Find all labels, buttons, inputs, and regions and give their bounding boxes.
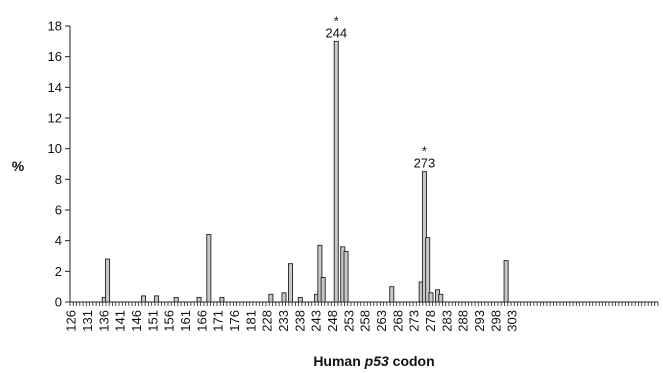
x-tick-label: 278 [423, 310, 438, 332]
annotations: *244*273 [325, 13, 435, 170]
x-tick-label: 156 [162, 310, 177, 332]
y-tick-label: 12 [48, 111, 62, 126]
x-axis-title: Human p53 codon [313, 353, 434, 369]
x-tick-label: 293 [472, 310, 487, 332]
x-tick-label: 171 [211, 310, 226, 332]
bar [343, 250, 349, 303]
x-tick-label: 161 [178, 310, 193, 332]
bar [425, 237, 431, 303]
x-axis: 126 131 136 141 146 151 156 161 166 171 176 181 228 2… [64, 301, 659, 332]
bar [268, 293, 274, 303]
bar [297, 296, 303, 303]
x-axis-title-prefix: Human [313, 353, 364, 369]
bar [196, 296, 202, 303]
x-tick-label: 238 [292, 310, 307, 332]
x-tick-label: 283 [439, 310, 454, 332]
x-tick-label: 258 [358, 310, 373, 332]
x-tick-label: 136 [96, 310, 111, 332]
y-tick-label: 8 [55, 172, 62, 187]
y-tick-label: 16 [48, 49, 62, 64]
bar [206, 234, 212, 303]
annotation-label: 244 [325, 25, 347, 40]
x-tick-label: 303 [505, 310, 520, 332]
bar [219, 296, 225, 303]
x-tick-label: 288 [456, 310, 471, 332]
bar [281, 292, 287, 303]
x-axis-title-suffix: codon [389, 353, 435, 369]
bars [101, 40, 509, 303]
bar [389, 286, 395, 303]
x-tick-label: 298 [488, 310, 503, 332]
x-tick-label: 146 [129, 310, 144, 332]
bar [317, 244, 323, 303]
x-tick-label: 181 [243, 310, 258, 332]
x-tick-label: 176 [227, 310, 242, 332]
bar [154, 295, 160, 303]
bar [503, 260, 509, 303]
x-tick-label: 131 [80, 310, 95, 332]
y-axis-title: % [12, 158, 25, 174]
x-tick-label: 243 [309, 310, 324, 332]
bar [141, 295, 146, 303]
x-tick-label: 126 [64, 310, 79, 332]
x-tick-label: 268 [390, 310, 405, 332]
bar [288, 263, 293, 303]
x-tick-label: 166 [194, 310, 209, 332]
y-tick-label: 10 [48, 141, 62, 156]
y-tick-label: 4 [55, 233, 62, 248]
y-tick-label: 0 [55, 295, 62, 310]
bar [333, 40, 339, 303]
y-tick-label: 2 [55, 264, 62, 279]
bar [173, 296, 179, 303]
y-axis: 0 2 4 6 8 10 12 14 16 18 [48, 19, 71, 310]
y-tick-label: 6 [55, 203, 62, 218]
bar [438, 293, 444, 303]
annotation-label: 273 [414, 156, 436, 171]
x-tick-label: 263 [374, 310, 389, 332]
x-tick-label: 273 [407, 310, 422, 332]
x-axis-title-italic: p53 [364, 353, 389, 369]
bar [105, 258, 111, 303]
bar [421, 171, 427, 303]
x-tick-label: 151 [145, 310, 160, 332]
x-tick-label: 233 [276, 310, 291, 332]
x-tick-label: 248 [325, 310, 340, 332]
y-tick-label: 14 [48, 80, 62, 95]
x-tick-label: 141 [113, 310, 128, 332]
annotation-star: * [422, 144, 427, 159]
x-tick-label: 228 [260, 310, 275, 332]
x-tick-label: 253 [341, 310, 356, 332]
annotation-star: * [334, 13, 339, 28]
bar [428, 292, 434, 303]
bar [320, 277, 326, 303]
y-tick-label: 18 [48, 19, 62, 34]
